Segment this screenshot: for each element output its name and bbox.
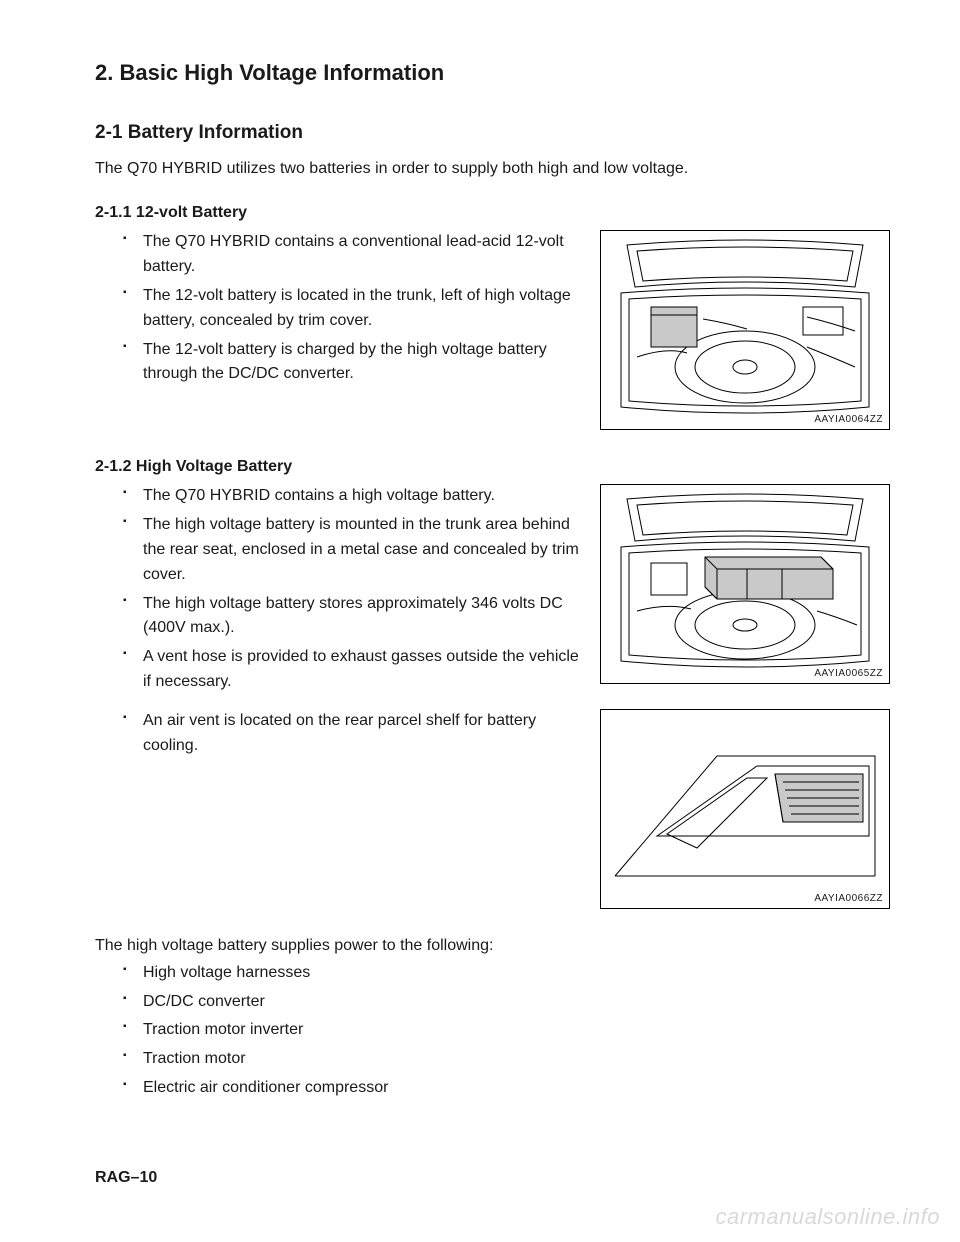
- supplies-intro: The high voltage battery supplies power …: [95, 937, 890, 955]
- figure-hv-battery: AAYIA0065ZZ: [600, 484, 890, 684]
- main-heading: 2. Basic High Voltage Information: [95, 60, 890, 86]
- section-212-bullets-b: An air vent is located on the rear parce…: [95, 709, 582, 759]
- list-item: A vent hose is provided to exhaust gasse…: [123, 645, 582, 695]
- list-item: Traction motor inverter: [123, 1018, 890, 1043]
- section-211-bullets: The Q70 HYBRID contains a conventional l…: [95, 230, 582, 387]
- list-item: The 12-volt battery is charged by the hi…: [123, 338, 582, 388]
- list-item: High voltage harnesses: [123, 961, 890, 986]
- list-item: The high voltage battery is mounted in t…: [123, 513, 582, 587]
- supplies-list: High voltage harnesses DC/DC converter T…: [95, 961, 890, 1101]
- page-number: RAG–10: [95, 1169, 157, 1187]
- intro-paragraph: The Q70 HYBRID utilizes two batteries in…: [95, 158, 890, 180]
- figure-caption: AAYIA0066ZZ: [814, 893, 883, 904]
- figure-air-vent: AAYIA0066ZZ: [600, 709, 890, 909]
- list-item: Traction motor: [123, 1047, 890, 1072]
- figure-caption: AAYIA0065ZZ: [814, 668, 883, 679]
- figure-caption: AAYIA0064ZZ: [814, 414, 883, 425]
- list-item: The high voltage battery stores approxim…: [123, 592, 582, 642]
- list-item: Electric air conditioner compressor: [123, 1076, 890, 1101]
- list-item: DC/DC converter: [123, 990, 890, 1015]
- section-212-title: 2-1.2 High Voltage Battery: [95, 458, 890, 476]
- sub-heading: 2-1 Battery Information: [95, 122, 890, 144]
- list-item: The 12-volt battery is located in the tr…: [123, 284, 582, 334]
- list-item: The Q70 HYBRID contains a high voltage b…: [123, 484, 582, 509]
- list-item: The Q70 HYBRID contains a conventional l…: [123, 230, 582, 280]
- section-212-bullets-a: The Q70 HYBRID contains a high voltage b…: [95, 484, 582, 694]
- section-211-title: 2-1.1 12-volt Battery: [95, 204, 890, 222]
- watermark: carmanualsonline.info: [715, 1204, 940, 1230]
- figure-12v-battery: AAYIA0064ZZ: [600, 230, 890, 430]
- list-item: An air vent is located on the rear parce…: [123, 709, 582, 759]
